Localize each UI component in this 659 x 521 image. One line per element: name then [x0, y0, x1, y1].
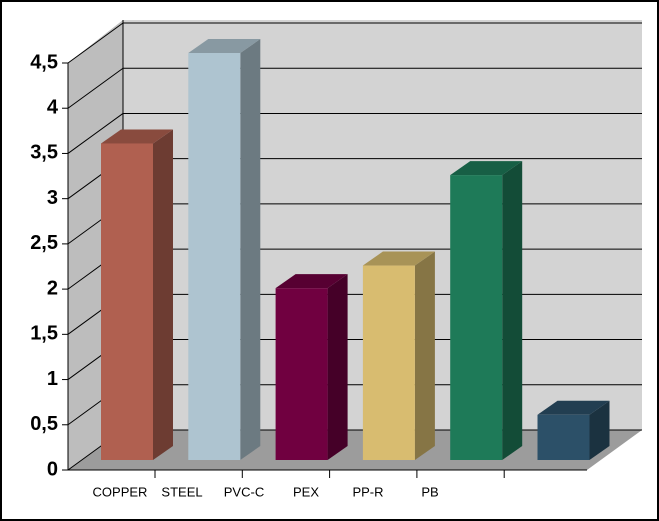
bar	[275, 274, 348, 460]
bar-front	[537, 414, 590, 460]
bar-top	[275, 274, 348, 289]
grid-line	[67, 22, 124, 64]
y-tick-label: 2	[47, 277, 58, 299]
x-tick-label: PP-R	[352, 484, 383, 499]
bar-top	[362, 251, 435, 266]
bar-top	[101, 129, 173, 144]
bar-front	[275, 288, 328, 460]
bar-side	[502, 161, 523, 460]
y-tick-label: 4,5	[30, 51, 58, 73]
grid-line	[67, 113, 124, 154]
bar	[362, 251, 435, 460]
y-tick-label: 3,5	[30, 142, 58, 164]
y-tick-label: 0	[47, 458, 58, 480]
y-tick-label: 1,5	[30, 323, 58, 345]
bar-front	[101, 143, 153, 460]
bar-side	[414, 251, 435, 460]
grid-line	[67, 67, 124, 109]
bar-side	[153, 129, 173, 460]
y-tick-label: 3	[47, 187, 58, 209]
bar-side	[240, 39, 261, 460]
y-tick-label: 2,5	[30, 232, 58, 254]
bar-top	[537, 400, 610, 415]
y-tick-label: 1	[47, 368, 58, 390]
bar-side	[327, 274, 348, 460]
bar	[450, 161, 523, 460]
bar-front	[362, 265, 415, 460]
bar	[537, 400, 610, 460]
y-tick-label: 4	[47, 97, 59, 119]
bar-front	[188, 53, 241, 460]
y-tick-label: 0,5	[30, 413, 58, 435]
x-tick-label: PB	[421, 484, 438, 499]
bar	[101, 129, 173, 460]
x-tick-label: STEEL	[161, 484, 202, 499]
x-tick-label: PEX	[293, 484, 319, 499]
x-tick-label: PVC-C	[224, 484, 264, 499]
bar	[188, 39, 261, 460]
bar-top	[188, 39, 261, 53]
bar-front	[450, 175, 503, 460]
bar-top	[450, 161, 523, 176]
bar-side	[589, 400, 610, 460]
x-tick-label: COPPER	[93, 484, 148, 499]
